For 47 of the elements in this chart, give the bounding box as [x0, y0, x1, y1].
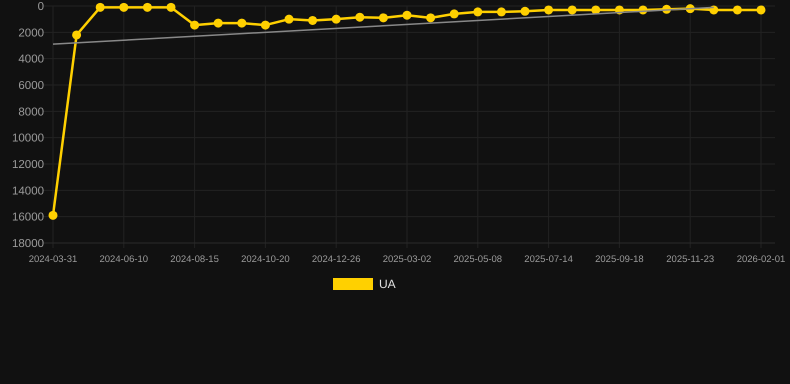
y-tick-label: 10000 — [12, 132, 44, 145]
point — [426, 13, 436, 22]
x-tick-label: 2025-11-23 — [666, 254, 714, 265]
x-tick-label: 2024-12-26 — [312, 254, 361, 265]
point — [308, 16, 318, 25]
point — [237, 18, 246, 28]
point — [96, 2, 105, 12]
point — [378, 13, 388, 22]
point — [496, 7, 506, 16]
x-tick-label: 2025-07-14 — [524, 254, 573, 265]
x-tick-label: 2024-06-10 — [99, 254, 148, 265]
point — [473, 7, 482, 16]
point — [732, 5, 742, 14]
y-tick-label: 6000 — [18, 80, 44, 92]
point — [520, 6, 530, 16]
point — [72, 30, 82, 40]
y-tick-label: 14000 — [12, 185, 44, 198]
x-tick-label: 2026-02-01 — [736, 254, 786, 265]
y-tick-label: 18000 — [12, 238, 44, 250]
point — [142, 2, 152, 12]
point — [568, 5, 577, 14]
x-tick-label: 2024-08-15 — [170, 254, 219, 265]
point — [260, 20, 270, 30]
point — [355, 12, 364, 22]
x-tick-label: 2025-05-08 — [453, 254, 502, 265]
point — [544, 5, 554, 14]
x-tick-label: 2024-03-31 — [28, 254, 78, 265]
point — [756, 5, 766, 14]
point — [284, 14, 294, 24]
point — [48, 210, 58, 220]
x-tick-label: 2024-10-20 — [241, 254, 290, 265]
point — [190, 20, 200, 30]
point — [332, 14, 341, 24]
point — [214, 18, 223, 28]
x-tick-label: 2025-03-02 — [382, 254, 432, 265]
y-tick-label: 4000 — [18, 54, 44, 66]
y-tick-label: 8000 — [18, 106, 44, 118]
y-tick-label: 2000 — [18, 27, 44, 40]
point — [450, 9, 459, 18]
x-tick-label: 2025-09-18 — [595, 254, 644, 265]
point — [402, 10, 412, 20]
legend-label: UA — [379, 277, 396, 291]
point — [119, 2, 128, 12]
point — [166, 2, 176, 12]
y-tick-label: 12000 — [12, 159, 44, 172]
y-tick-label: 0 — [38, 1, 44, 14]
y-tick-label: 16000 — [12, 212, 44, 224]
